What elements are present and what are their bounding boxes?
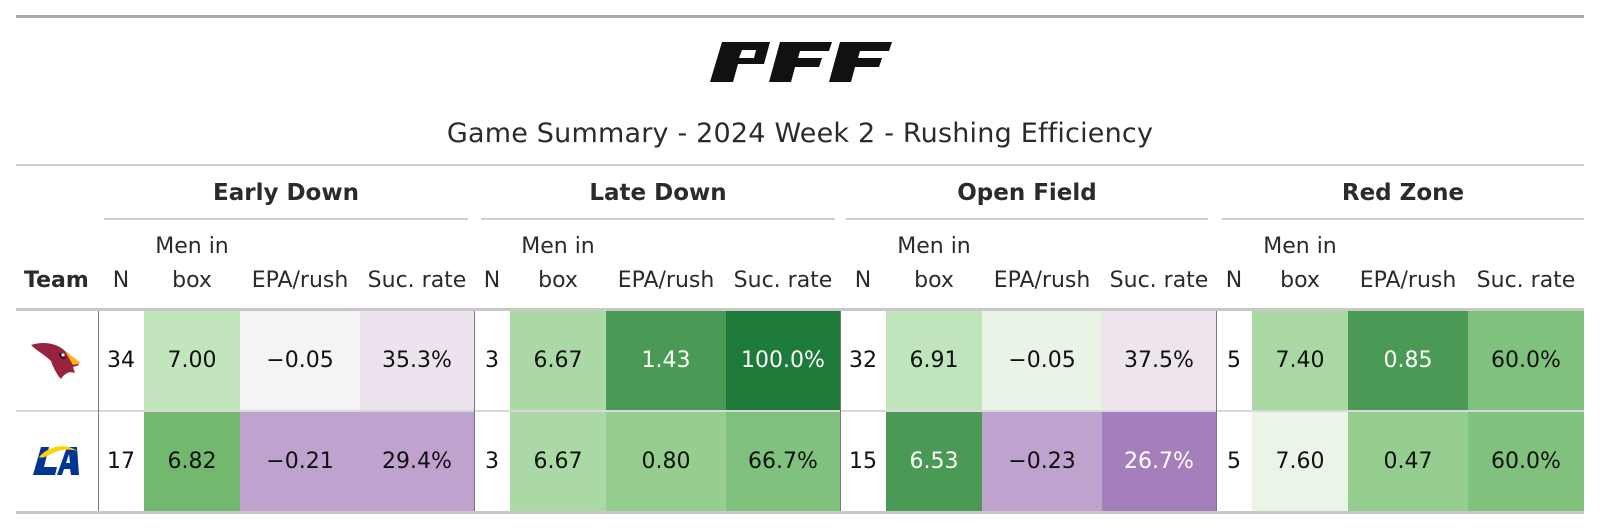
late-epa-rush: 0.80 [606,412,726,511]
late-men-in-box: 6.67 [510,311,606,410]
col-header-team: Team [24,268,89,293]
group-divider [474,311,475,511]
top-rule [16,15,1584,18]
late-n: 3 [474,311,510,410]
late-epa-rush: 1.43 [606,311,726,410]
col-header-men-in-box: Men in box [521,234,595,293]
group-early-down: Early Down [213,180,359,206]
table-row: 17 6.82 −0.21 29.4% 3 6.67 0.80 66.7% 15… [16,412,1584,511]
col-header-epa-rush: EPA/rush [993,268,1091,293]
col-header-n: N [854,268,872,293]
rams-logo-icon [33,445,79,475]
red-n: 5 [1216,412,1252,511]
open-suc-rate: 37.5% [1102,311,1216,410]
late-suc-rate: 100.0% [726,311,840,410]
row-divider [16,410,1584,412]
group-open-field: Open Field [957,180,1097,206]
group-late-down: Late Down [589,180,727,206]
col-header-epa-rush: EPA/rush [251,268,349,293]
col-header-suc-rate: Suc. rate [367,268,467,293]
group-divider [98,311,99,511]
col-header-n: N [483,268,501,293]
group-red-zone: Red Zone [1341,180,1465,206]
early-n: 17 [98,412,144,511]
red-epa-rush: 0.47 [1348,412,1468,511]
group-rule-open-field [846,218,1208,220]
open-n: 15 [840,412,886,511]
early-suc-rate: 29.4% [360,412,474,511]
open-epa-rush: −0.05 [982,311,1102,410]
red-n: 5 [1216,311,1252,410]
col-header-men-in-box: Men in box [155,234,229,293]
red-suc-rate: 60.0% [1468,412,1584,511]
red-men-in-box: 7.60 [1252,412,1348,511]
col-header-epa-rush: EPA/rush [617,268,715,293]
pff-logo-icon [710,42,892,82]
early-epa-rush: −0.05 [240,311,360,410]
group-rule-late-down [481,218,835,220]
open-suc-rate: 26.7% [1102,412,1216,511]
cardinals-logo-icon [31,342,81,379]
title-rule [16,164,1584,166]
col-header-epa-rush: EPA/rush [1359,268,1457,293]
late-men-in-box: 6.67 [510,412,606,511]
col-header-suc-rate: Suc. rate [733,268,833,293]
table-title: Game Summary - 2024 Week 2 - Rushing Eff… [446,118,1154,149]
team-cell [16,412,96,511]
col-header-n: N [112,268,130,293]
open-men-in-box: 6.91 [886,311,982,410]
open-men-in-box: 6.53 [886,412,982,511]
col-header-suc-rate: Suc. rate [1476,268,1576,293]
red-men-in-box: 7.40 [1252,311,1348,410]
col-header-men-in-box: Men in box [1263,234,1337,293]
early-epa-rush: −0.21 [240,412,360,511]
col-header-n: N [1225,268,1243,293]
red-suc-rate: 60.0% [1468,311,1584,410]
early-n: 34 [98,311,144,410]
header-rule [16,308,1584,311]
late-suc-rate: 66.7% [726,412,840,511]
early-suc-rate: 35.3% [360,311,474,410]
team-cell [16,311,96,410]
group-divider [1216,311,1217,511]
open-n: 32 [840,311,886,410]
late-n: 3 [474,412,510,511]
open-epa-rush: −0.23 [982,412,1102,511]
col-header-suc-rate: Suc. rate [1109,268,1209,293]
col-header-men-in-box: Men in box [897,234,971,293]
group-divider [840,311,841,511]
early-men-in-box: 6.82 [144,412,240,511]
group-rule-early-down [104,218,468,220]
table-row: 34 7.00 −0.05 35.3% 3 6.67 1.43 100.0% 3… [16,311,1584,410]
red-epa-rush: 0.85 [1348,311,1468,410]
bottom-rule [16,511,1584,514]
early-men-in-box: 7.00 [144,311,240,410]
group-rule-red-zone [1222,218,1584,220]
